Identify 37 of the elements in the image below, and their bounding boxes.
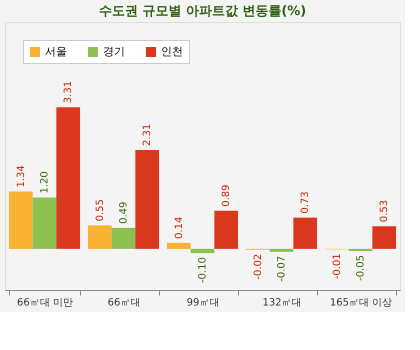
data-label: -0.05 [356,255,366,281]
bar [32,198,56,249]
bar [166,242,191,249]
bar [190,248,214,254]
data-label: 2.31 [142,124,154,146]
x-tick-label: 66㎡대 미만 [17,298,73,308]
bar [88,225,112,249]
data-label: 0.14 [174,216,185,239]
data-label: -0.01 [332,253,343,280]
bar [372,226,396,249]
data-label: 0.73 [300,191,312,214]
data-label: -0.10 [198,257,208,284]
legend-label: 서울 [45,45,67,58]
bar [56,107,80,249]
data-label: 0.89 [221,184,232,207]
data-label: 1.34 [16,165,27,188]
legend-label: 인천 [161,45,183,58]
data-label: -0.07 [276,256,288,282]
x-tick-label: 132㎡대 [262,298,302,308]
x-tick-label: 66㎡대 [108,298,140,308]
bar [214,210,238,249]
data-label: 0.53 [379,200,390,222]
bar [8,192,33,249]
bar [348,248,372,252]
bar [112,228,136,249]
x-tick-label: 99㎡대 [186,298,220,308]
bar [293,218,318,249]
x-tick-label: 165㎡대 이상 [330,298,392,308]
data-label: 0.49 [118,202,130,224]
data-label: 3.31 [63,80,74,104]
data-label: 1.20 [40,171,50,194]
bar [270,248,294,252]
chart-title: 수도권 규모별 아파트값 변동률(%) [98,4,306,19]
data-label: -0.02 [252,254,264,280]
data-label: 0.55 [94,199,106,222]
bar [135,150,160,249]
legend-label: 경기 [103,45,125,58]
